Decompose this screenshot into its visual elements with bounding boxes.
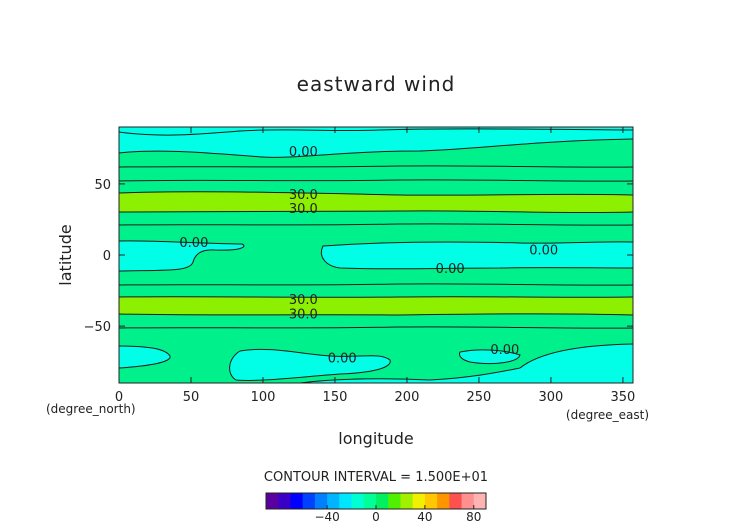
band-jet-north <box>119 191 633 213</box>
y-tick-label: 50 <box>94 178 111 193</box>
contour-label: 30.0 <box>289 188 318 203</box>
x-tick-label: 50 <box>183 390 200 405</box>
x-tick-label: 100 <box>251 390 276 405</box>
region-calm-north <box>119 127 633 158</box>
band-jet-south <box>119 296 633 315</box>
y-tick-label: −50 <box>84 320 111 335</box>
region-calm-southeast-patch <box>459 349 520 364</box>
y-tick-label: 0 <box>103 249 111 264</box>
x-tick-label: 350 <box>611 390 636 405</box>
colorbar-swatch <box>412 493 426 509</box>
contour-line <box>320 241 633 270</box>
contour-line <box>119 179 633 182</box>
region-calm-equator-east <box>321 241 633 269</box>
region-calm-south-west <box>119 346 171 368</box>
x-tick-label: 150 <box>323 390 348 405</box>
colorbar-swatch <box>339 493 353 509</box>
contour-line <box>119 345 171 369</box>
y-unit-label: (degree_north) <box>46 402 136 416</box>
colorbar-swatch <box>424 493 438 509</box>
colorbar-swatch <box>327 493 340 509</box>
colorbar-tick-label: −40 <box>314 510 339 524</box>
contour-interval-text: CONTOUR INTERVAL = 1.500E+01 <box>264 470 488 485</box>
contour-line <box>119 296 633 298</box>
colorbar-tick-label: 40 <box>417 510 432 524</box>
x-unit-label: (degree_east) <box>566 408 649 422</box>
region-calm-equator-west <box>119 240 244 271</box>
colorbar-swatch <box>376 493 389 509</box>
region-calm-south-east <box>300 344 633 383</box>
contour-label: 0.00 <box>289 145 318 160</box>
contour-line <box>459 349 521 365</box>
contour-line <box>119 128 633 136</box>
contour-line <box>119 313 633 316</box>
colorbar-swatch <box>266 493 279 509</box>
x-tick-label: 300 <box>539 390 564 405</box>
contour-label: 30.0 <box>289 202 318 217</box>
x-tick-label: 0 <box>115 390 123 405</box>
colorbar-swatch <box>449 493 463 509</box>
contour-line <box>229 348 391 381</box>
colorbar-swatch <box>314 493 328 509</box>
colorbar-tick-label: 80 <box>466 510 481 524</box>
contour-label: 0.00 <box>328 351 357 366</box>
colorbar-swatch <box>290 493 304 509</box>
x-axis: 0 50 100 150 200 250 300 350 <box>115 127 635 405</box>
x-axis-title: longitude <box>338 429 413 448</box>
colorbar-swatch <box>363 493 377 509</box>
colorbar-swatch <box>437 493 450 509</box>
colorbar: −40 0 40 80 <box>265 492 487 524</box>
colorbar-swatch <box>461 493 475 509</box>
colorbar-swatch <box>388 493 401 509</box>
contour-line <box>119 165 633 168</box>
contour-line <box>119 210 633 214</box>
contour-label: 30.0 <box>289 307 318 322</box>
contour-label: 0.00 <box>179 236 208 251</box>
colorbar-swatch <box>473 493 487 509</box>
contour-line <box>119 138 633 158</box>
x-tick-label: 200 <box>395 390 420 405</box>
contour-line <box>119 191 633 196</box>
colorbar-swatch <box>302 493 316 509</box>
y-axis: −50 0 50 <box>84 178 633 335</box>
colorbar-tick-label: 0 <box>372 510 380 524</box>
contour-line <box>119 240 245 272</box>
y-axis-title: latitude <box>56 224 75 285</box>
contour-line <box>119 326 633 329</box>
contour-label: 0.00 <box>529 243 558 258</box>
contour-label: 0.00 <box>436 262 465 277</box>
chart-title: eastward wind <box>297 72 456 96</box>
contour-lines <box>119 128 633 383</box>
colorbar-swatch <box>351 493 365 509</box>
x-tick-label: 250 <box>467 390 492 405</box>
colorbar-swatch <box>278 493 291 509</box>
contour-label: 0.00 <box>490 343 519 358</box>
region-calm-south-mid <box>229 349 391 381</box>
contour-label: 30.0 <box>289 293 318 308</box>
contour-line <box>119 283 633 286</box>
colorbar-swatch <box>400 493 414 509</box>
contour-line <box>119 223 633 226</box>
contour-line <box>519 343 633 369</box>
